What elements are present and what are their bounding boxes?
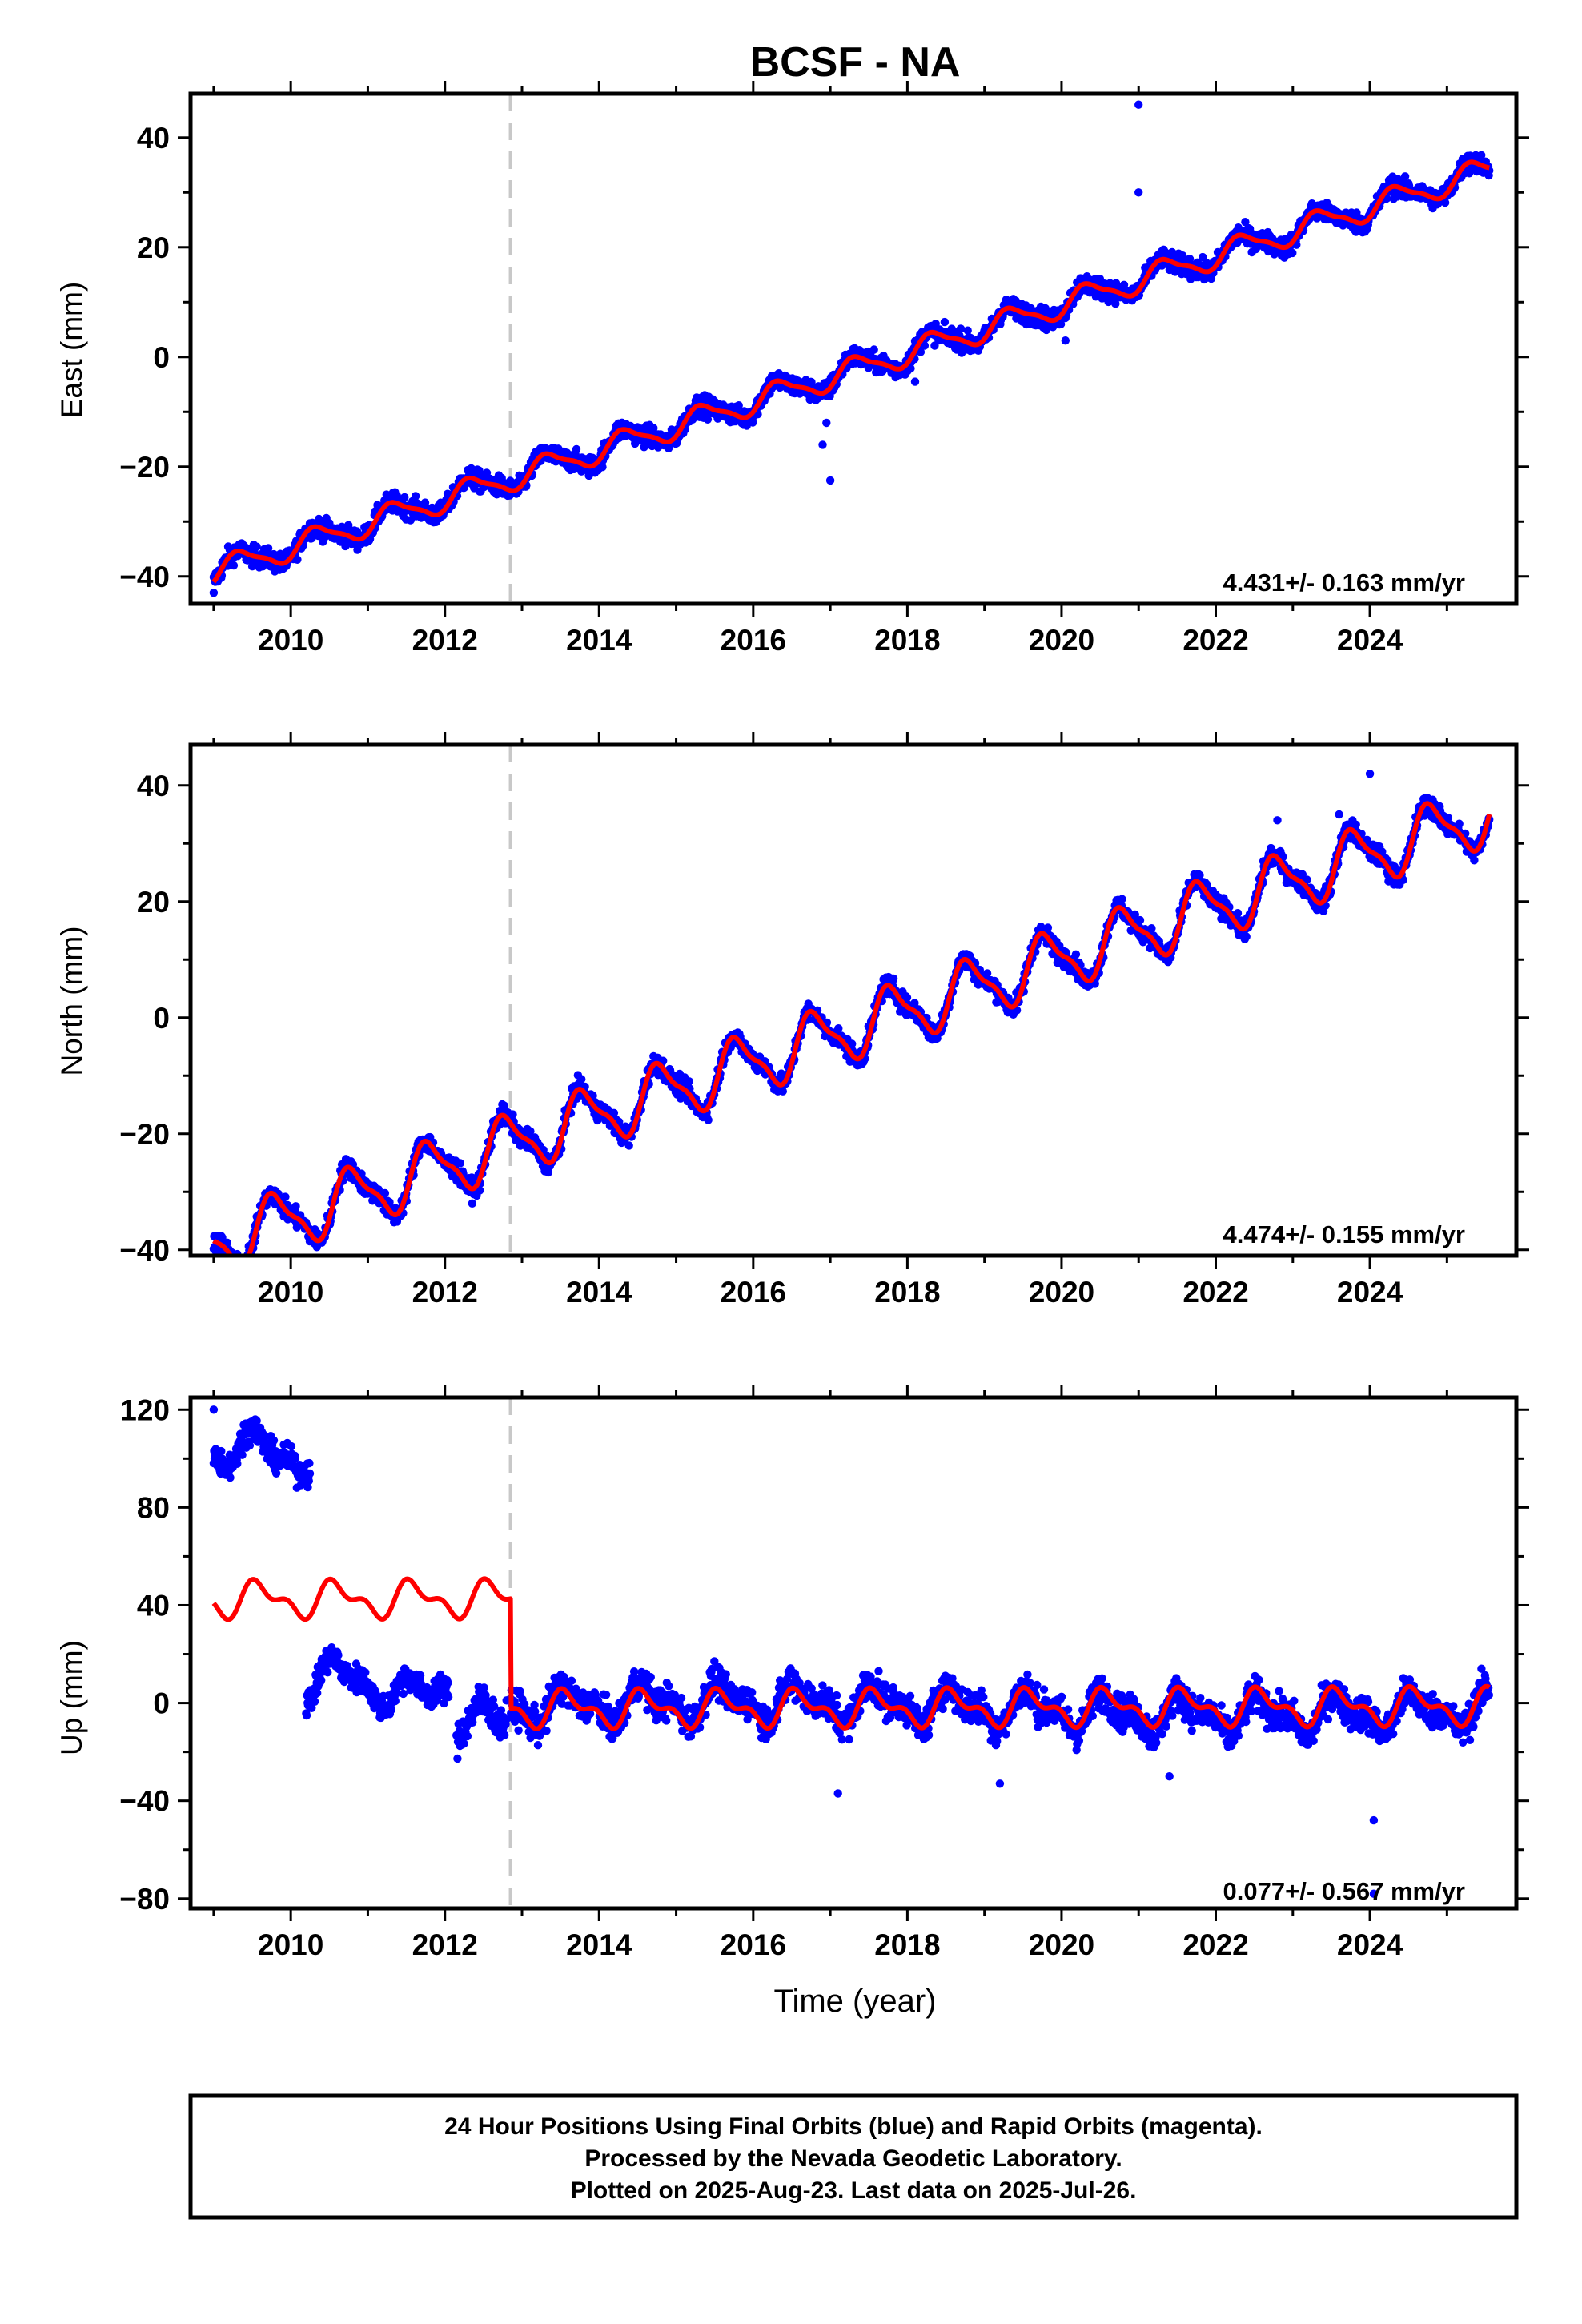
north-data-point (235, 1258, 243, 1266)
east-axis-label: East (mm) (55, 282, 88, 419)
east-data-point (906, 364, 915, 373)
east-data-point (910, 377, 920, 386)
east-x-tick-label: 2020 (1029, 624, 1094, 657)
east-plot-area: 2010 2012 2014 2016 2018 2020 2022 2024 −40 −20 0 2… (119, 81, 1529, 657)
east-data-point (807, 377, 816, 387)
north-data-point (234, 1258, 242, 1266)
north-data-point (241, 1263, 249, 1271)
east-y-tick-label: 20 (137, 231, 170, 264)
north-data-point (242, 1259, 250, 1267)
north-data-point (1242, 932, 1251, 941)
east-y-tick-label: 0 (153, 341, 170, 374)
east-data-point (940, 317, 950, 327)
east-y-tick-label: 40 (137, 122, 170, 155)
north-data-point (229, 1256, 237, 1265)
north-data-point (235, 1261, 243, 1269)
north-data-point (231, 1257, 239, 1265)
north-data-point (508, 1110, 517, 1119)
north-data-point (240, 1258, 248, 1266)
north-data-point (468, 1199, 476, 1208)
north-data-point (704, 1116, 713, 1124)
north-data-point (238, 1269, 246, 1277)
east-data-point (209, 589, 219, 597)
east-panel: 2010 2012 2014 2016 2018 2020 2022 2024 −40 −20 0 2… (55, 81, 1529, 657)
east-rate-label: 4.431+/- 0.163 mm/yr (1223, 569, 1465, 597)
east-data-point (598, 463, 607, 472)
east-data-point (649, 424, 658, 432)
east-data-point (229, 561, 239, 570)
north-data-point (291, 1202, 300, 1211)
east-x-tick-label: 2018 (874, 624, 940, 657)
east-data-point (734, 401, 743, 410)
east-data-points (209, 100, 1494, 597)
east-x-tick-label: 2024 (1337, 624, 1403, 657)
east-data-point (1288, 248, 1297, 258)
north-data-point (281, 1192, 290, 1201)
north-data-point (230, 1257, 238, 1265)
east-x-tick-label: 2010 (258, 624, 323, 657)
north-data-point (232, 1258, 240, 1266)
east-data-point (963, 326, 972, 335)
north-data-point (242, 1265, 250, 1273)
east-data-point (293, 555, 302, 564)
east-y-tick-label: −40 (119, 561, 170, 593)
north-data-point (230, 1257, 238, 1265)
east-data-point (1061, 336, 1070, 345)
north-data-point (834, 1024, 843, 1033)
east-data-point (825, 476, 835, 485)
north-panel: 2010 2012 2014 2016 2018 2020 2022 2024−40−2002… (55, 732, 1529, 1309)
east-data-point (749, 418, 757, 427)
north-data-point (889, 974, 898, 983)
east-data-point (572, 444, 581, 454)
north-data-point (237, 1262, 245, 1270)
east-data-point (1400, 172, 1410, 181)
north-data-point (237, 1269, 245, 1277)
east-data-point (822, 418, 831, 428)
east-data-point (252, 542, 261, 551)
east-data-point (916, 348, 926, 356)
north-data-point (241, 1261, 249, 1269)
north-data-point (456, 1159, 464, 1168)
east-x-tick-label: 2014 (566, 624, 632, 657)
north-data-point (234, 1264, 242, 1272)
east-x-tick-label: 2016 (721, 624, 786, 657)
north-data-point (1147, 924, 1156, 933)
east-data-point (411, 492, 420, 501)
east-data-point (400, 493, 409, 502)
east-data-point (869, 345, 878, 354)
north-data-point (238, 1269, 246, 1277)
north-data-point (1118, 895, 1126, 903)
north-data-point (1351, 820, 1360, 830)
north-data-point (1135, 915, 1145, 925)
north-data-point (1233, 909, 1243, 918)
east-data-point (920, 341, 930, 350)
east-y-tick-label: −20 (119, 451, 170, 484)
east-x-tick-label: 2012 (412, 624, 478, 657)
north-data-point (229, 1257, 237, 1265)
north-data-point (778, 1087, 787, 1096)
north-data-point (624, 1141, 633, 1150)
east-x-tick-label: 2022 (1182, 624, 1248, 657)
north-data-point (685, 1077, 693, 1086)
north-data-point (236, 1271, 244, 1279)
north-data-point (239, 1265, 247, 1273)
east-data-point (1134, 100, 1143, 109)
east-data-point (956, 324, 966, 333)
north-data-point (239, 1263, 247, 1271)
east-data-point (263, 544, 273, 553)
east-data-point (818, 440, 827, 449)
east-data-point (1134, 188, 1143, 197)
north-data-point (235, 1261, 243, 1269)
north-data-point (233, 1260, 241, 1268)
north-data-point (1071, 950, 1081, 959)
north-data-point (577, 1075, 586, 1084)
north-data-point (243, 1261, 251, 1269)
figure-title: BCSF - NA (750, 39, 961, 86)
